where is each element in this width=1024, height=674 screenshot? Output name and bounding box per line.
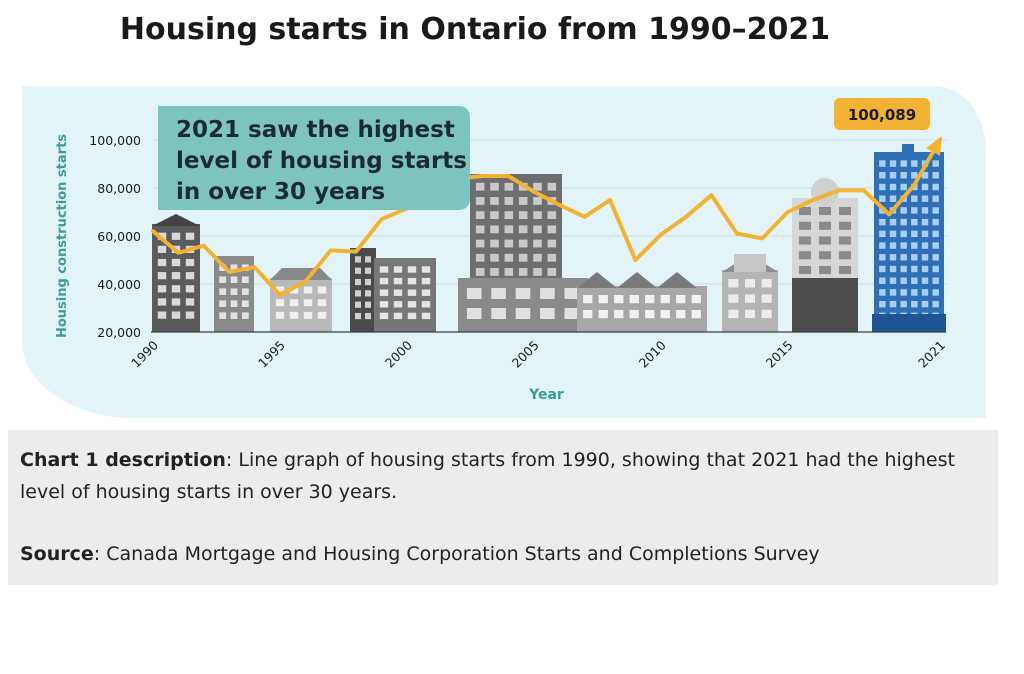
building-1998-icon xyxy=(350,248,376,332)
building-1995-icon xyxy=(270,268,332,332)
y-tick-label: 60,000 xyxy=(97,229,141,244)
series-arrowhead xyxy=(926,136,942,156)
annotation-line-1: 2021 saw the highest xyxy=(176,117,455,143)
description-text: : Line graph of housing starts from 1990… xyxy=(20,449,955,503)
building-2004-base-icon xyxy=(458,278,588,332)
y-axis-title: Housing construction starts xyxy=(55,134,70,338)
chart-container: 20,000 40,000 60,000 80,000 100,000 Housing c… xyxy=(22,86,986,418)
housing-starts-chart: 20,000 40,000 60,000 80,000 100,000 Housing c… xyxy=(22,86,986,418)
building-1993-icon xyxy=(214,256,254,332)
chart-description-panel: Chart 1 description: Line graph of housi… xyxy=(8,430,998,585)
series-layer xyxy=(151,136,942,297)
source-text: : Canada Mortgage and Housing Corporatio… xyxy=(93,543,820,565)
annotation-line-2: level of housing starts xyxy=(176,148,467,174)
building-2021-icon xyxy=(872,144,946,332)
series-line xyxy=(151,137,942,297)
y-tick-label: 80,000 xyxy=(97,181,141,196)
annotation-callout: 2021 saw the highest level of housing st… xyxy=(158,106,470,210)
building-illustrations xyxy=(152,144,946,332)
chart-description: Chart 1 description: Line graph of housi… xyxy=(20,444,990,508)
max-value-badge-text: 100,089 xyxy=(848,106,916,124)
chart-source: Source: Canada Mortgage and Housing Corp… xyxy=(20,538,990,570)
y-tick-label: 100,000 xyxy=(89,133,141,148)
annotation-line-3: in over 30 years xyxy=(176,179,385,205)
building-2010-icon xyxy=(577,272,707,332)
source-label: Source xyxy=(20,543,94,565)
y-tick-label: 40,000 xyxy=(97,277,141,292)
description-label: Chart 1 description xyxy=(20,449,226,471)
building-2017-icon xyxy=(792,178,858,332)
building-1990-icon xyxy=(152,214,200,332)
building-2014-icon xyxy=(722,254,778,332)
max-value-badge: 100,089 xyxy=(834,98,930,130)
x-axis-title: Year xyxy=(528,387,564,403)
page-title: Housing starts in Ontario from 1990–2021 xyxy=(119,12,831,47)
building-2000-icon xyxy=(374,258,436,332)
y-tick-label: 20,000 xyxy=(97,325,141,340)
